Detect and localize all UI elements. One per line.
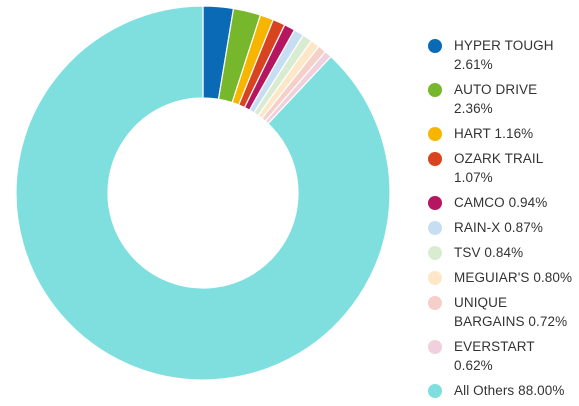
legend-swatch bbox=[428, 340, 442, 354]
legend-label: AUTO DRIVE 2.36% bbox=[454, 80, 537, 118]
legend-label-line: AUTO DRIVE bbox=[454, 82, 538, 97]
legend-swatch bbox=[428, 127, 442, 141]
legend-swatch bbox=[428, 271, 442, 285]
legend-label-line: 2.36% bbox=[454, 101, 493, 116]
legend-item-everstart[interactable]: EVERSTART 0.62% bbox=[428, 337, 578, 375]
legend: HYPER TOUGH 2.61% AUTO DRIVE 2.36% HART 1.16… bbox=[428, 36, 578, 406]
legend-label-line: HYPER TOUGH bbox=[454, 38, 554, 53]
legend-label: TSV 0.84% bbox=[454, 243, 523, 262]
legend-item-all-others[interactable]: All Others 88.00% bbox=[428, 381, 578, 400]
legend-swatch bbox=[428, 196, 442, 210]
legend-item-meguiar-s[interactable]: MEGUIAR'S 0.80% bbox=[428, 268, 578, 287]
legend-label: HYPER TOUGH 2.61% bbox=[454, 36, 554, 74]
legend-label-line: 2.61% bbox=[454, 57, 493, 72]
legend-item-unique-bargains[interactable]: UNIQUE BARGAINS 0.72% bbox=[428, 293, 578, 331]
legend-swatch bbox=[428, 296, 442, 310]
legend-label-line: RAIN-X 0.87% bbox=[454, 220, 543, 235]
legend-label-line: All Others 88.00% bbox=[454, 383, 565, 398]
legend-label-line: BARGAINS 0.72% bbox=[454, 314, 568, 329]
legend-swatch bbox=[428, 221, 442, 235]
legend-label-line: MEGUIAR'S 0.80% bbox=[454, 270, 573, 285]
legend-item-tsv[interactable]: TSV 0.84% bbox=[428, 243, 578, 262]
legend-item-auto-drive[interactable]: AUTO DRIVE 2.36% bbox=[428, 80, 578, 118]
legend-label-line: OZARK TRAIL bbox=[454, 151, 544, 166]
legend-swatch bbox=[428, 39, 442, 53]
legend-item-hart[interactable]: HART 1.16% bbox=[428, 124, 578, 143]
legend-label: OZARK TRAIL 1.07% bbox=[454, 149, 543, 187]
legend-label: EVERSTART 0.62% bbox=[454, 337, 535, 375]
legend-label: CAMCO 0.94% bbox=[454, 193, 547, 212]
legend-label-line: EVERSTART bbox=[454, 339, 535, 354]
legend-item-rain-x[interactable]: RAIN-X 0.87% bbox=[428, 218, 578, 237]
legend-label-line: TSV 0.84% bbox=[454, 245, 524, 260]
legend-item-hyper-tough[interactable]: HYPER TOUGH 2.61% bbox=[428, 36, 578, 74]
legend-label: HART 1.16% bbox=[454, 124, 533, 143]
legend-label-line: 0.62% bbox=[454, 358, 493, 373]
donut-chart: HYPER TOUGH 2.61% AUTO DRIVE 2.36% HART 1.16… bbox=[15, 5, 572, 398]
legend-label: RAIN-X 0.87% bbox=[454, 218, 543, 237]
legend-label-line: HART 1.16% bbox=[454, 126, 534, 141]
legend-item-ozark-trail[interactable]: OZARK TRAIL 1.07% bbox=[428, 149, 578, 187]
legend-item-camco[interactable]: CAMCO 0.94% bbox=[428, 193, 578, 212]
slice-all-others[interactable] bbox=[15, 5, 391, 381]
legend-label: MEGUIAR'S 0.80% bbox=[454, 268, 572, 287]
legend-swatch bbox=[428, 384, 442, 398]
legend-label: UNIQUE BARGAINS 0.72% bbox=[454, 293, 567, 331]
legend-label: All Others 88.00% bbox=[454, 381, 565, 400]
legend-label-line: 1.07% bbox=[454, 170, 493, 185]
legend-label-line: CAMCO 0.94% bbox=[454, 195, 548, 210]
legend-swatch bbox=[428, 246, 442, 260]
donut-plot bbox=[15, 5, 391, 381]
legend-label-line: UNIQUE bbox=[454, 295, 508, 310]
legend-swatch bbox=[428, 152, 442, 166]
legend-swatch bbox=[428, 83, 442, 97]
